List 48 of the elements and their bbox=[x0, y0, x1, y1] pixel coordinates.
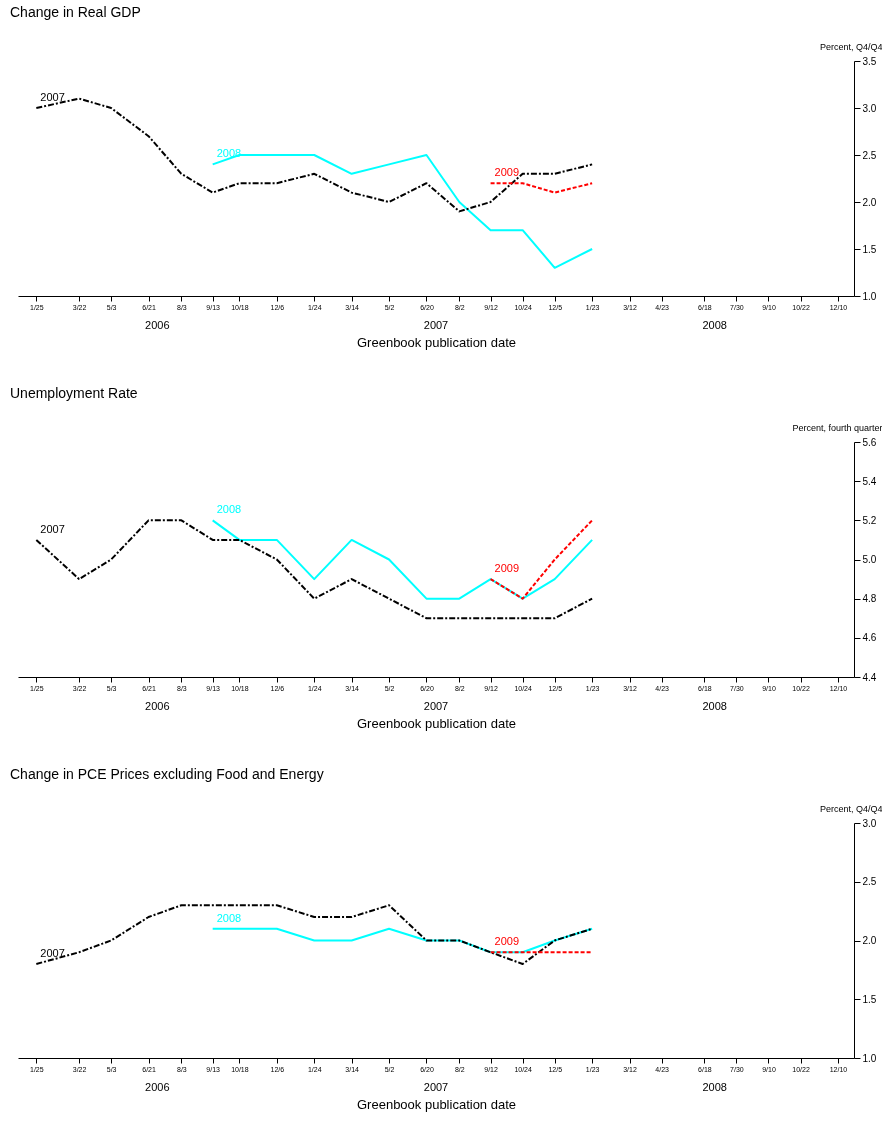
x-axis-title: Greenbook publication date bbox=[356, 1096, 517, 1112]
y-tick-label: 2.0 bbox=[862, 196, 877, 208]
y-axis-title: Percent, Q4/Q4 bbox=[819, 803, 883, 814]
y-tick-label: 1.5 bbox=[862, 993, 877, 1005]
y-tick-label: 1.5 bbox=[862, 243, 877, 255]
y-tick-label: 2.5 bbox=[862, 149, 877, 161]
series-label: 2007 bbox=[40, 522, 65, 535]
text: 2006 bbox=[145, 1081, 170, 1093]
text: 2006 bbox=[145, 700, 170, 712]
line-series bbox=[211, 519, 594, 600]
series-label: 2009 bbox=[494, 935, 520, 948]
y-tick-label: 3.0 bbox=[862, 102, 877, 114]
series-label: 2007 bbox=[40, 91, 65, 103]
text: 2007 bbox=[423, 700, 449, 712]
y-axis-title: Percent, fourth quarter bbox=[792, 422, 883, 433]
line-series bbox=[35, 904, 594, 965]
text: 2008 bbox=[702, 700, 727, 712]
y-tick-label: 3.5 bbox=[862, 55, 877, 67]
chart-title: Unemployment Rate bbox=[10, 385, 138, 401]
chart-title: Change in PCE Prices excluding Food and Energy bbox=[10, 766, 324, 782]
y-tick-label: 4.4 bbox=[862, 671, 877, 683]
text: 2006 bbox=[145, 319, 170, 331]
series-label: 2009 bbox=[494, 166, 520, 179]
text: 2007 bbox=[423, 319, 449, 331]
y-tick-label: 5.2 bbox=[862, 514, 877, 526]
series-label: 2007 bbox=[40, 947, 65, 959]
series-label: 2009 bbox=[494, 562, 520, 575]
y-tick-label: 3.0 bbox=[862, 817, 877, 829]
y-tick-label: 2.0 bbox=[862, 935, 877, 946]
y-tick-label: 1.0 bbox=[862, 1052, 877, 1064]
y-tick-label: 1.0 bbox=[862, 290, 877, 302]
x-axis-title: Greenbook publication date bbox=[356, 715, 517, 731]
chart-title: Change in Real GDP bbox=[10, 4, 141, 20]
y-tick-label: 5.6 bbox=[862, 436, 877, 448]
text: 2007 bbox=[423, 1081, 449, 1093]
y-tick-label: 4.8 bbox=[862, 593, 877, 605]
line-series bbox=[489, 519, 594, 600]
text: 2008 bbox=[702, 319, 727, 331]
series-label: 2008 bbox=[216, 503, 242, 516]
y-tick-label: 5.4 bbox=[862, 475, 877, 487]
line-series bbox=[35, 519, 594, 620]
series-label: 2008 bbox=[216, 911, 242, 924]
x-axis-title: Greenbook publication date bbox=[356, 334, 517, 350]
y-tick-label: 5.0 bbox=[862, 554, 877, 565]
y-axis-title: Percent, Q4/Q4 bbox=[819, 41, 883, 52]
text: 2008 bbox=[702, 1081, 727, 1093]
y-tick-label: 4.6 bbox=[862, 632, 877, 644]
y-tick-label: 2.5 bbox=[862, 876, 877, 888]
